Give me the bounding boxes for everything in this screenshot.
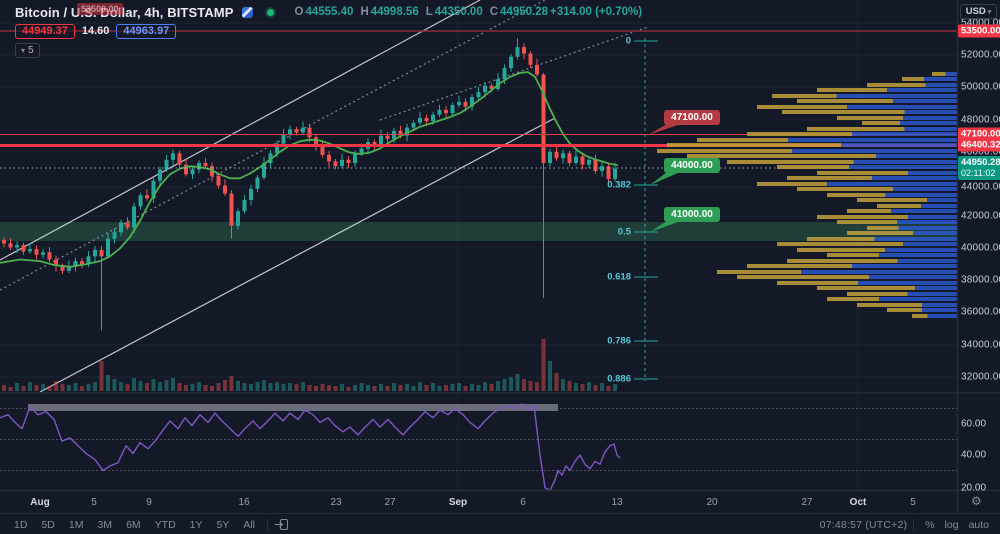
volume-bars — [2, 339, 617, 391]
bitstamp-logo-icon — [241, 6, 253, 18]
toolbar-right: 07:48:57 (UTC+2) % log auto — [819, 518, 994, 531]
ask-price-button[interactable]: 44963.97 — [116, 23, 177, 39]
chevron-down-icon: ▾ — [21, 46, 26, 55]
support-zone-band[interactable] — [0, 222, 957, 241]
currency-label: USD — [965, 6, 986, 17]
bottom-toolbar: 1D 5D 1M 3M 6M YTD 1Y 5Y All 07:48:57 (UTC+2) % l… — [0, 513, 1000, 534]
bid-price-button[interactable]: 44949.37 — [15, 23, 75, 39]
scale-button-auto[interactable]: auto — [968, 518, 989, 531]
alert-price-ghost-label: 53500.00 — [77, 3, 123, 15]
range-button-3M[interactable]: 3M — [97, 518, 113, 531]
range-button-5Y[interactable]: 5Y — [216, 518, 230, 531]
change-value: +314.00 (+0.70%) — [550, 6, 643, 18]
rsi-resistance-band — [28, 404, 558, 411]
indicators-count: 5 — [28, 45, 34, 56]
candlestick-series — [2, 38, 617, 331]
toolbar-divider — [913, 518, 915, 531]
volume-profile — [657, 72, 957, 318]
toolbar-divider — [267, 518, 269, 531]
open-value: 44555.40 — [305, 6, 354, 18]
range-button-1D[interactable]: 1D — [14, 518, 28, 531]
spread-value: 14.60 — [81, 25, 110, 37]
close-label: C — [489, 6, 499, 18]
range-button-1M[interactable]: 1M — [68, 518, 84, 531]
range-button-6M[interactable]: 6M — [126, 518, 141, 531]
ohlc-values: O 44555.40 H 44998.56 L 44350.00 C 44950.28 … — [288, 6, 643, 18]
scale-button-log[interactable]: log — [944, 518, 959, 531]
chart-legend: Bitcoin / U.S. Dollar, 4h, BITSTAMP O 445… — [15, 4, 642, 58]
low-value: 44350.00 — [434, 6, 483, 18]
high-label: H — [360, 6, 369, 18]
callout-tails — [648, 124, 678, 232]
chevron-down-icon: ▾ — [987, 8, 992, 16]
currency-dropdown[interactable]: USD ▾ — [960, 4, 997, 19]
range-button-5D[interactable]: 5D — [41, 518, 55, 531]
high-value: 44998.56 — [370, 6, 419, 18]
fib-retracement[interactable] — [634, 38, 658, 381]
open-label: O — [294, 6, 304, 18]
trend-channel-lines[interactable] — [0, 0, 649, 393]
go-to-date-icon[interactable] — [274, 519, 288, 531]
symbol-title[interactable]: Bitcoin / U.S. Dollar, 4h, BITSTAMP — [15, 4, 234, 20]
indicators-collapse-chip[interactable]: ▾ 5 — [15, 43, 40, 58]
range-button-1Y[interactable]: 1Y — [189, 518, 203, 531]
range-button-YTD[interactable]: YTD — [154, 518, 176, 531]
low-label: L — [425, 6, 433, 18]
scale-buttons: % log auto — [920, 519, 994, 531]
range-button-All[interactable]: All — [243, 518, 256, 531]
timezone-settings-icon[interactable]: ⚙ — [971, 494, 982, 508]
rsi-pane — [0, 403, 957, 492]
date-range-buttons: 1D 5D 1M 3M 6M YTD 1Y 5Y All — [8, 518, 261, 532]
moving-average-line — [0, 71, 619, 268]
clock-timezone-button[interactable]: 07:48:57 (UTC+2) — [819, 518, 908, 531]
pane-separators — [0, 0, 1000, 512]
scale-button-percent[interactable]: % — [925, 518, 935, 531]
close-value: 44950.28 — [500, 6, 548, 18]
rsi-line — [0, 403, 621, 492]
market-status-dot-icon — [266, 8, 274, 16]
